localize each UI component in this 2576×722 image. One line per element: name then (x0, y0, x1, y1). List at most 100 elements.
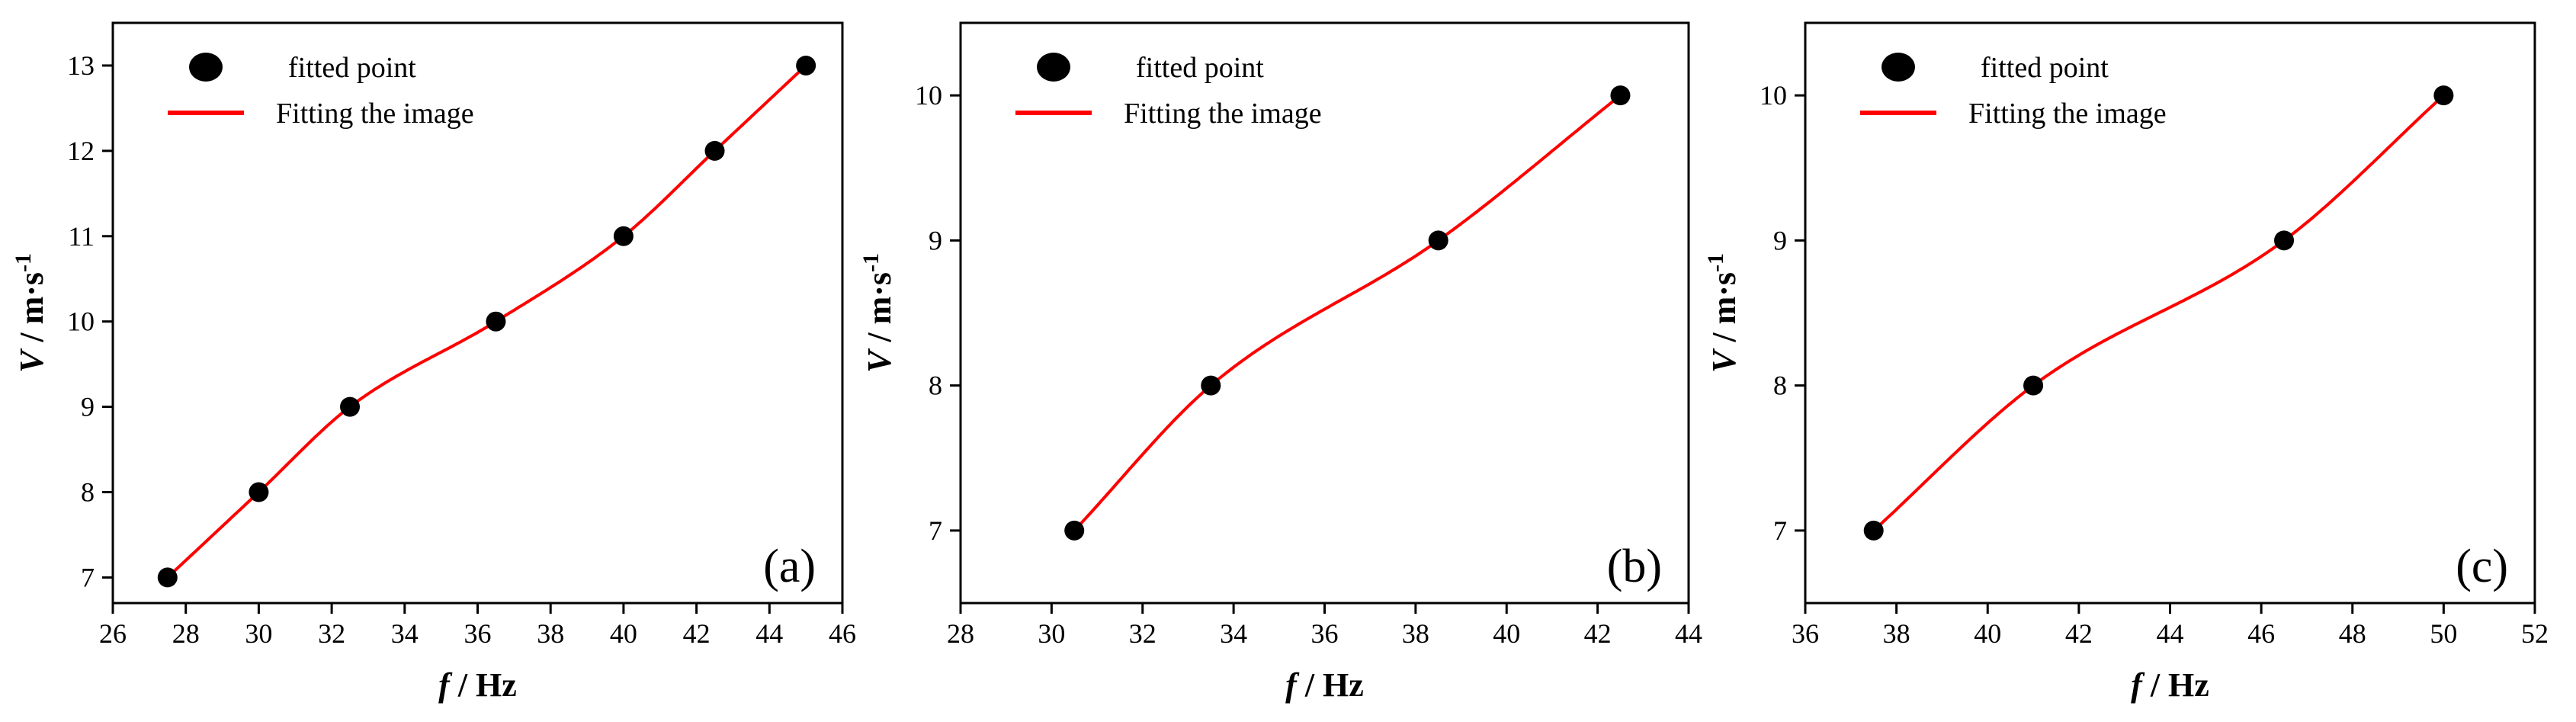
x-axis-label: f / Hz (1285, 666, 1364, 704)
y-axis-label-superscript: -1 (858, 253, 884, 272)
y-tick-label: 9 (929, 225, 942, 255)
panel-label: (c) (2456, 541, 2508, 592)
x-axis-label: f / Hz (438, 666, 517, 704)
x-axis-label-unit: / Hz (2142, 666, 2209, 704)
y-tick-label: 10 (1760, 80, 1787, 111)
x-tick-label: 30 (245, 618, 272, 649)
x-tick-label: 40 (1974, 618, 2001, 649)
y-axis-label: V / m·s-1 (1703, 253, 1743, 373)
x-tick-label: 28 (172, 618, 200, 649)
chart-panel-3: 36 38 40 42 44 46 48 50 52 7 8 9 10 f / Hz V / m·s-1 fi… (1703, 21, 2549, 704)
plot-frame (1804, 21, 2536, 605)
y-axis-label-superscript: -1 (1703, 253, 1728, 272)
x-axis-label-symbol: f (438, 666, 453, 704)
plot-frame (111, 21, 844, 605)
legend-label-points: fitted point (288, 52, 416, 84)
y-tick-label: 10 (915, 80, 942, 111)
data-point (2433, 85, 2454, 106)
plot-frame (959, 21, 1690, 605)
data-point (2023, 375, 2044, 396)
fit-line (166, 64, 807, 579)
y-tick-label: 8 (929, 371, 942, 401)
x-tick-label: 42 (683, 618, 711, 649)
x-tick-label: 34 (1220, 618, 1247, 649)
x-tick-label: 48 (2339, 618, 2366, 649)
y-axis-label-unit: / m·s (861, 272, 898, 351)
x-tick-label: 46 (829, 618, 856, 649)
x-tick-label: 28 (947, 618, 974, 649)
legend-label-line: Fitting the image (1968, 98, 2167, 130)
x-axis-label-unit: / Hz (1297, 666, 1364, 704)
x-tick-label: 36 (1792, 618, 1819, 649)
data-point (2274, 230, 2295, 251)
x-axis-label: f / Hz (2131, 666, 2209, 704)
data-point (613, 226, 634, 246)
x-tick-label: 34 (391, 618, 419, 649)
y-axis-label: V / m·s-1 (858, 253, 898, 373)
fit-line (1872, 94, 2445, 532)
y-tick-label: 9 (81, 392, 95, 422)
x-tick-label: 52 (2521, 618, 2549, 649)
y-tick-label: 11 (68, 221, 95, 252)
x-tick-label: 44 (1675, 618, 1702, 649)
y-tick-label: 9 (1773, 225, 1787, 255)
data-point (796, 55, 816, 75)
data-point (1863, 520, 1884, 541)
x-tick-label: 36 (1311, 618, 1339, 649)
x-axis-label-symbol: f (1285, 666, 1300, 704)
x-tick-label: 30 (1038, 618, 1065, 649)
chart-panel-1: 26 28 30 32 34 36 38 40 42 44 46 7 8 9 10 11 12 13 f / Hz V… (11, 21, 856, 704)
y-tick-label: 13 (67, 50, 95, 81)
data-point (1064, 520, 1085, 541)
legend-label-line: Fitting the image (276, 98, 474, 130)
y-tick-label: 8 (81, 477, 95, 508)
x-tick-label: 44 (755, 618, 783, 649)
x-tick-label: 40 (610, 618, 637, 649)
y-tick-label: 12 (67, 136, 95, 166)
data-point (157, 567, 178, 588)
y-tick-label: 7 (1773, 515, 1787, 546)
x-tick-label: 26 (99, 618, 127, 649)
legend-label-points: fitted point (1136, 52, 1264, 84)
data-point (704, 140, 725, 161)
x-axis-label-symbol: f (2131, 666, 2145, 704)
data-point (1201, 375, 1221, 396)
data-point (340, 396, 361, 417)
y-tick-label: 10 (67, 306, 95, 337)
data-point (1428, 230, 1448, 251)
y-axis-label-symbol: V (861, 348, 898, 373)
legend-label-line: Fitting the image (1124, 98, 1322, 130)
x-tick-label: 40 (1493, 618, 1520, 649)
x-axis-label-unit: / Hz (450, 666, 517, 704)
y-axis-label-unit: / m·s (13, 272, 50, 351)
x-tick-label: 46 (2247, 618, 2275, 649)
x-tick-label: 42 (2065, 618, 2093, 649)
fit-line (1073, 94, 1622, 532)
x-tick-label: 38 (1883, 618, 1910, 649)
y-tick-label: 7 (929, 515, 942, 546)
x-tick-label: 38 (537, 618, 564, 649)
y-axis-label-unit: / m·s (1705, 272, 1743, 351)
data-point (1610, 85, 1631, 106)
panel-label: (a) (763, 541, 816, 592)
legend-marker-points (1881, 53, 1915, 82)
x-tick-label: 38 (1402, 618, 1429, 649)
y-tick-label: 8 (1773, 371, 1787, 401)
x-tick-label: 50 (2430, 618, 2457, 649)
y-tick-label: 7 (81, 562, 95, 592)
y-axis-label: V / m·s-1 (11, 253, 50, 373)
y-axis-label-superscript: -1 (11, 253, 36, 272)
x-tick-label: 44 (2157, 618, 2184, 649)
legend-label-points: fitted point (1981, 52, 2109, 84)
y-axis-label-symbol: V (13, 348, 50, 373)
data-point (249, 482, 269, 502)
legend-marker-points (189, 53, 223, 82)
y-axis-label-symbol: V (1705, 348, 1743, 373)
legend-marker-points (1037, 53, 1070, 82)
panel-label: (b) (1607, 541, 1662, 592)
x-tick-label: 36 (464, 618, 492, 649)
data-point (486, 311, 506, 332)
x-tick-label: 32 (1129, 618, 1156, 649)
